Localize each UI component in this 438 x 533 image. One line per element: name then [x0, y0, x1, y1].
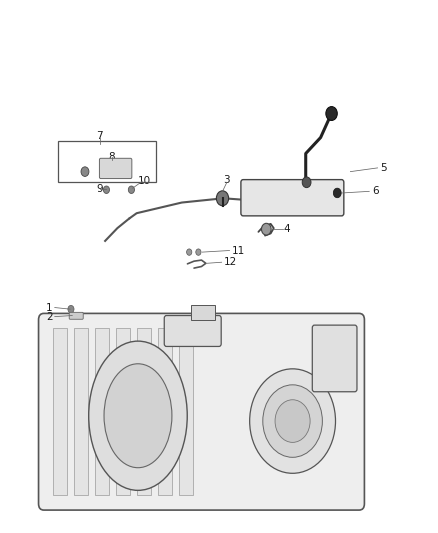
Circle shape: [81, 167, 89, 176]
FancyBboxPatch shape: [99, 158, 132, 179]
Circle shape: [250, 369, 336, 473]
Circle shape: [128, 186, 134, 193]
Circle shape: [196, 249, 201, 255]
Bar: [137, 328, 151, 495]
Circle shape: [68, 305, 74, 313]
Text: 4: 4: [284, 224, 290, 234]
Circle shape: [275, 400, 310, 442]
Ellipse shape: [88, 341, 187, 490]
Bar: [74, 328, 88, 495]
FancyBboxPatch shape: [241, 180, 344, 216]
FancyBboxPatch shape: [164, 316, 221, 346]
Circle shape: [263, 385, 322, 457]
Circle shape: [216, 191, 229, 206]
Text: 1: 1: [46, 303, 53, 312]
Text: 12: 12: [223, 257, 237, 267]
Circle shape: [103, 186, 110, 193]
Bar: [179, 328, 193, 495]
Text: 7: 7: [96, 131, 103, 141]
Circle shape: [302, 177, 311, 188]
FancyBboxPatch shape: [312, 325, 357, 392]
Circle shape: [261, 223, 271, 235]
Text: 8: 8: [109, 152, 115, 162]
Bar: [158, 328, 172, 495]
Text: 11: 11: [232, 246, 245, 255]
Text: 9: 9: [96, 184, 103, 194]
Text: 2: 2: [46, 312, 53, 321]
Bar: [53, 328, 67, 495]
Circle shape: [326, 107, 337, 120]
Bar: [95, 328, 109, 495]
Bar: [58, 141, 156, 182]
Text: 10: 10: [138, 176, 151, 186]
Text: 3: 3: [223, 175, 230, 184]
Ellipse shape: [104, 364, 172, 468]
Circle shape: [333, 188, 341, 198]
Bar: [116, 328, 130, 495]
FancyBboxPatch shape: [39, 313, 364, 510]
Circle shape: [187, 249, 192, 255]
FancyBboxPatch shape: [69, 312, 83, 319]
Text: 6: 6: [372, 187, 379, 196]
Bar: [191, 305, 215, 320]
Text: 5: 5: [380, 163, 387, 173]
